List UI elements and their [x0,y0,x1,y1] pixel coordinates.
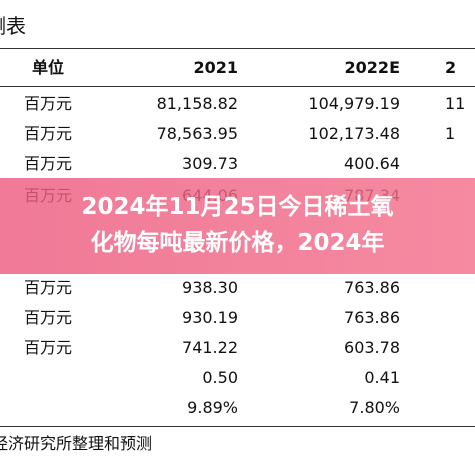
column-header: 2 [445,58,457,77]
value-cell: 78,563.95 [156,124,238,143]
value-cell: 603.78 [344,338,400,357]
unit-cell: 百万元 [23,308,72,327]
value-cell: 9.89% [187,398,238,417]
title: 测表 [0,14,26,38]
unit-cell: 百万元 [23,124,72,143]
column-header: 单位 [31,58,64,77]
value-cell: 7.80% [349,398,400,417]
value-cell: 763.86 [344,278,400,297]
column-header: 2021 [193,58,238,77]
banner: 2024年11月25日今日稀土氧 化物每吨最新价格，2024年 [0,178,475,274]
value-cell: 309.73 [182,154,238,173]
value-cell: 1 [445,124,456,143]
unit-cell: 百万元 [23,94,72,113]
unit-cell: 百万元 [23,278,72,297]
value-cell: 0.50 [202,368,238,387]
banner-line: 化物每吨最新价格，2024年 [90,230,385,256]
value-cell: 0.41 [364,368,400,387]
value-cell: 81,158.82 [156,94,238,113]
column-header: 2022E [344,58,400,77]
banner-line: 2024年11月25日今日稀土氧 [81,194,394,220]
value-cell: 930.19 [182,308,238,327]
unit-cell: 百万元 [23,338,72,357]
value-cell: 938.30 [182,278,238,297]
rule [0,426,475,427]
value-cell: 400.64 [344,154,400,173]
value-cell: 741.22 [182,338,238,357]
value-cell: 11 [445,94,466,113]
value-cell: 104,979.19 [308,94,400,113]
rule [0,86,475,87]
unit-cell: 百万元 [23,154,72,173]
rule [0,48,475,49]
value-cell: 102,173.48 [308,124,400,143]
value-cell: 763.86 [344,308,400,327]
source-note: 经济研究所整理和预测 [0,434,153,453]
